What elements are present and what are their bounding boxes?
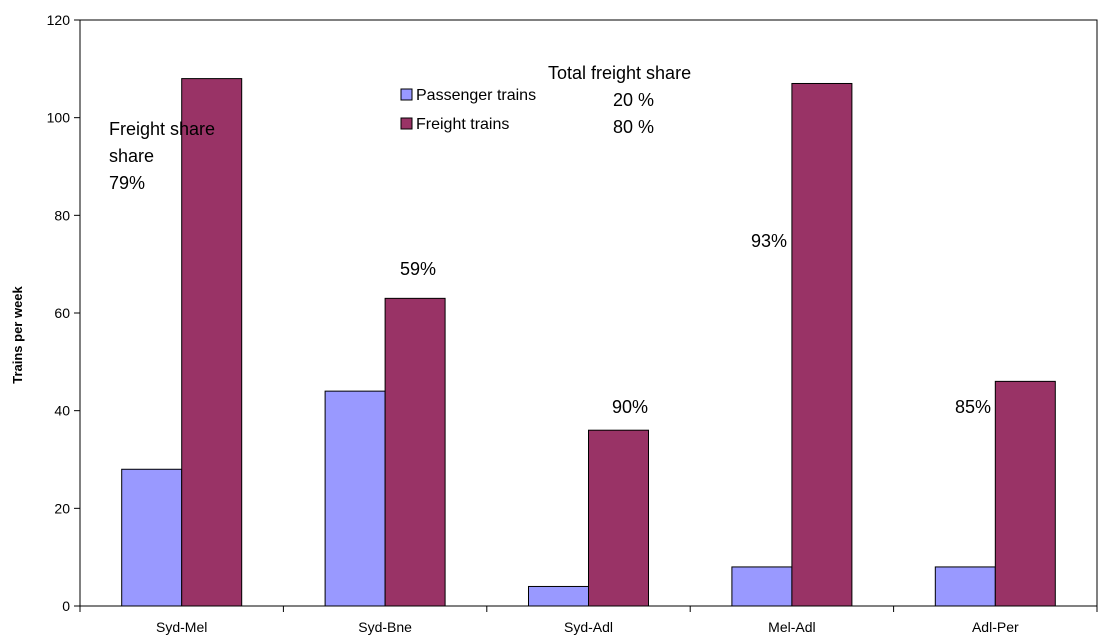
x-tick-label: Adl-Per — [972, 619, 1019, 635]
freight-share-value-adl-per: 85% — [955, 397, 991, 417]
bar-passenger-syd-adl — [528, 585, 589, 607]
legend: Total freight share Passenger trains 20 … — [400, 63, 691, 137]
bars — [121, 78, 1056, 607]
x-tick-label: Syd-Adl — [564, 619, 613, 635]
bar-passenger-syd-bne — [324, 390, 386, 607]
y-axis-title: Trains per week — [10, 285, 25, 383]
annotations: Freight share share 79% 59% 90% 93% 85% — [109, 119, 991, 417]
y-tick-label: 20 — [54, 500, 70, 516]
y-tick-label: 40 — [54, 403, 70, 419]
bar-freight-syd-adl — [588, 429, 649, 607]
bar-freight-adl-per — [994, 380, 1056, 607]
bar-freight-syd-mel — [181, 78, 243, 607]
bar-passenger-mel-adl — [731, 566, 793, 607]
bar-freight-mel-adl — [791, 82, 853, 607]
freight-share-value-mel-adl: 93% — [751, 231, 787, 251]
y-tick-label: 60 — [54, 305, 70, 321]
legend-swatch-passenger — [400, 88, 413, 101]
freight-share-label: Freight share — [109, 119, 215, 139]
y-tick-label: 120 — [47, 12, 71, 28]
legend-label-freight: Freight trains — [416, 116, 509, 133]
bar-freight-syd-bne — [384, 297, 446, 607]
freight-share-value-syd-bne: 59% — [400, 259, 436, 279]
bar-passenger-adl-per — [934, 566, 996, 607]
x-tick-label: Syd-Mel — [156, 619, 207, 635]
y-tick-label: 80 — [54, 207, 70, 223]
legend-label-passenger: Passenger trains — [416, 87, 536, 104]
x-tick-label: Syd-Bne — [358, 619, 412, 635]
freight-share-value-syd-mel: 79% — [109, 173, 145, 193]
ticks: 0 20 40 60 80 100 120 Syd-Mel Syd-Bne Syd-Adl Mel-… — [47, 12, 1098, 635]
total-share-freight: 80 % — [613, 117, 654, 137]
x-tick-label: Mel-Adl — [768, 619, 815, 635]
y-tick-label: 100 — [47, 110, 71, 126]
total-share-passenger: 20 % — [613, 90, 654, 110]
bar-passenger-syd-mel — [121, 468, 183, 607]
freight-share-value-syd-adl: 90% — [612, 397, 648, 417]
total-freight-share-title: Total freight share — [548, 63, 691, 83]
y-axis-title-group: Trains per week — [10, 285, 25, 383]
freight-share-label-share: share — [109, 146, 154, 166]
y-tick-label: 0 — [62, 598, 70, 614]
legend-swatch-freight — [400, 117, 413, 130]
